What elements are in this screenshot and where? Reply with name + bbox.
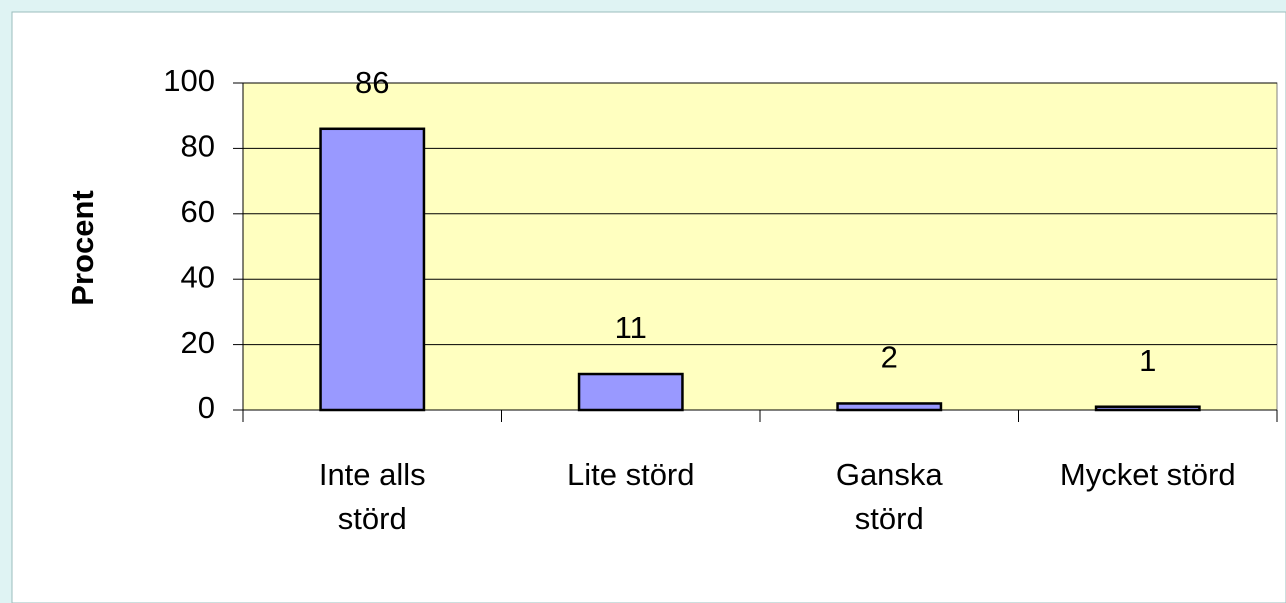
data-label: 86	[355, 65, 389, 100]
x-tick-label: Mycket störd	[1059, 457, 1236, 492]
y-tick-label: 0	[198, 390, 215, 425]
y-axis-title: Procent	[65, 190, 100, 305]
bar	[319, 127, 426, 412]
bar	[836, 402, 943, 412]
y-tick-label: 40	[181, 259, 215, 294]
y-tick-label: 60	[181, 194, 215, 229]
data-label: 11	[615, 310, 647, 345]
y-tick-label: 20	[181, 325, 215, 360]
y-tick-label: 80	[181, 129, 215, 164]
data-label: 2	[881, 340, 898, 375]
data-label: 1	[1139, 343, 1156, 378]
x-tick-label: Lite störd	[566, 457, 695, 492]
x-tick-label: Ganska störd	[835, 457, 943, 536]
y-tick-label: 100	[163, 63, 215, 98]
bar	[577, 372, 684, 412]
x-tick-label: Inte alls störd	[318, 457, 426, 536]
